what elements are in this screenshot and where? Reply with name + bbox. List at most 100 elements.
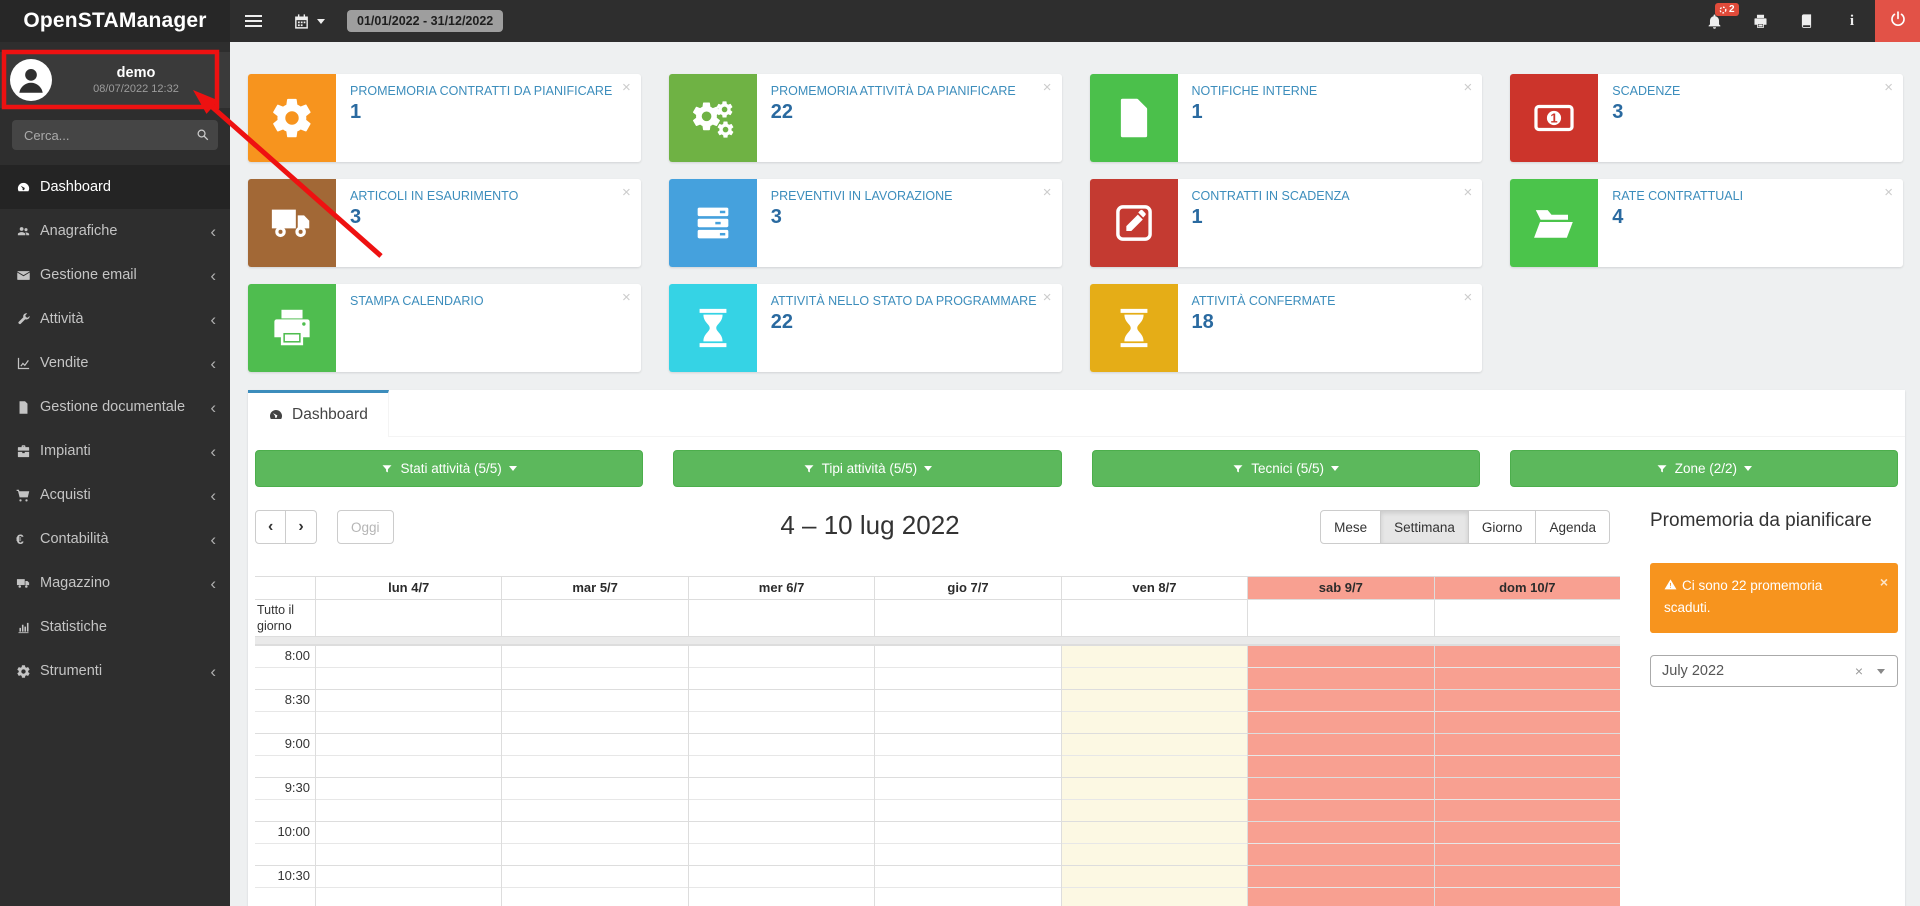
calendar-today-button[interactable]: Oggi	[337, 510, 394, 544]
app-logo[interactable]: OpenSTAManager	[0, 0, 230, 42]
widget-attivita-da-programmare[interactable]: ATTIVITÀ NELLO STATO DA PROGRAMMARE 22 ×	[668, 284, 1062, 372]
day-header-weekend[interactable]: sab 9/7	[1247, 577, 1434, 599]
day-header[interactable]: lun 4/7	[315, 577, 502, 599]
close-icon[interactable]: ×	[1463, 184, 1473, 201]
close-icon[interactable]: ×	[1884, 184, 1893, 201]
calendar-next-button[interactable]: ›	[286, 510, 317, 544]
expired-reminders-alert: Ci sono 22 promemoria scaduti. ×	[1650, 563, 1898, 633]
widget-stampa-calendario[interactable]: STAMPA CALENDARIO ×	[248, 284, 641, 372]
view-day-button[interactable]: Giorno	[1468, 510, 1537, 544]
truck-icon	[16, 576, 40, 591]
close-icon[interactable]: ×	[1879, 574, 1888, 590]
all-day-cell[interactable]	[874, 600, 1061, 637]
close-icon[interactable]: ×	[1042, 79, 1052, 96]
date-range-badge[interactable]: 01/01/2022 - 31/12/2022	[347, 10, 504, 32]
last-login-timestamp: 08/07/2022 12:32	[93, 83, 179, 95]
view-month-button[interactable]: Mese	[1320, 510, 1382, 544]
sidebar-item-vendite[interactable]: Vendite ‹	[0, 341, 230, 385]
sidebar-item-magazzino[interactable]: Magazzino ‹	[0, 561, 230, 605]
sidebar-item-statistiche[interactable]: Statistiche	[0, 605, 230, 649]
sidebar-item-strumenti[interactable]: Strumenti ‹	[0, 649, 230, 693]
close-icon[interactable]: ×	[621, 289, 631, 306]
sidebar-item-attivita[interactable]: Attività ‹	[0, 297, 230, 341]
warning-icon	[1664, 579, 1677, 590]
widget-contratti-scadenza[interactable]: CONTRATTI IN SCADENZA 1 ×	[1089, 179, 1483, 267]
day-column-weekend[interactable]	[1247, 645, 1434, 906]
day-header[interactable]: gio 7/7	[874, 577, 1061, 599]
document-icon	[16, 400, 40, 415]
clear-icon[interactable]: ×	[1854, 663, 1863, 679]
sidebar-menu: Dashboard Anagrafiche ‹ Gestione email ‹…	[0, 165, 230, 693]
widget-preventivi-lavorazione[interactable]: PREVENTIVI IN LAVORAZIONE 3 ×	[668, 179, 1062, 267]
period-calendar-dropdown[interactable]	[290, 10, 325, 32]
bar-chart-icon	[16, 620, 40, 635]
widget-rate-contrattuali[interactable]: RATE CONTRATTUALI 4 ×	[1510, 179, 1903, 267]
filter-tipi-attivita[interactable]: Tipi attività (5/5)	[673, 450, 1062, 487]
time-grid: 8:00 8:30 9:00 9:30 10:00 10:30	[255, 645, 1620, 906]
logout-button[interactable]	[1875, 0, 1920, 42]
widget-scadenze[interactable]: 1 SCADENZE 3 ×	[1510, 74, 1903, 162]
time-axis: 8:00 8:30 9:00 9:30 10:00 10:30	[255, 645, 315, 906]
widget-articoli-esaurimento[interactable]: ARTICOLI IN ESAURIMENTO 3 ×	[248, 179, 641, 267]
chevron-down-icon	[1331, 466, 1340, 471]
widget-attivita-confermate[interactable]: ATTIVITÀ CONFERMATE 18 ×	[1089, 284, 1483, 372]
all-day-cell[interactable]	[1247, 600, 1434, 637]
filter-stati-attivita[interactable]: Stati attività (5/5)	[255, 450, 644, 487]
bell-icon	[1703, 10, 1725, 32]
widget-notifiche-interne[interactable]: NOTIFICHE INTERNE 1 ×	[1089, 74, 1483, 162]
all-day-cell[interactable]	[687, 600, 875, 637]
calendar-prev-button[interactable]: ‹	[255, 510, 287, 544]
user-panel[interactable]: demo 08/07/2022 12:32	[0, 52, 230, 108]
day-column[interactable]	[315, 645, 502, 906]
close-icon[interactable]: ×	[621, 79, 631, 96]
tab-dashboard[interactable]: Dashboard	[248, 390, 389, 437]
close-icon[interactable]: ×	[1463, 289, 1473, 306]
sidebar-item-dashboard[interactable]: Dashboard	[0, 165, 230, 209]
server-icon	[668, 179, 757, 267]
svg-text:1: 1	[1551, 111, 1558, 126]
day-header-today[interactable]: ven 8/7	[1060, 577, 1248, 599]
view-week-button[interactable]: Settimana	[1381, 510, 1469, 544]
docs-button[interactable]	[1783, 0, 1829, 42]
month-select[interactable]: July 2022 ×	[1650, 655, 1898, 687]
day-header[interactable]: mer 6/7	[687, 577, 875, 599]
close-icon[interactable]: ×	[1884, 79, 1893, 96]
sidebar-item-impianti[interactable]: Impianti ‹	[0, 429, 230, 473]
print-button[interactable]	[1737, 0, 1783, 42]
day-column[interactable]	[501, 645, 688, 906]
view-agenda-button[interactable]: Agenda	[1536, 510, 1610, 544]
all-day-cell[interactable]	[315, 600, 502, 637]
username: demo	[116, 65, 156, 81]
sidebar-toggle-button[interactable]	[230, 0, 276, 42]
sidebar-item-gestione-email[interactable]: Gestione email ‹	[0, 253, 230, 297]
day-column-today[interactable]	[1060, 645, 1248, 906]
all-day-cell[interactable]	[1060, 600, 1248, 637]
printer-icon	[1749, 10, 1771, 32]
sidebar-item-acquisti[interactable]: Acquisti ‹	[0, 473, 230, 517]
close-icon[interactable]: ×	[1042, 289, 1052, 306]
sidebar-item-anagrafiche[interactable]: Anagrafiche ‹	[0, 209, 230, 253]
close-icon[interactable]: ×	[1463, 79, 1473, 96]
search-input[interactable]	[12, 120, 218, 150]
info-button[interactable]: i	[1829, 0, 1875, 42]
users-icon	[16, 224, 40, 239]
day-header-weekend[interactable]: dom 10/7	[1433, 577, 1620, 599]
close-icon[interactable]: ×	[1042, 184, 1052, 201]
close-icon[interactable]: ×	[621, 184, 631, 201]
all-day-cell[interactable]	[501, 600, 688, 637]
day-column-weekend[interactable]	[1433, 645, 1620, 906]
day-column[interactable]	[687, 645, 875, 906]
chevron-down-icon	[1744, 466, 1753, 471]
all-day-cell[interactable]	[1433, 600, 1620, 637]
filter-zone[interactable]: Zone (2/2)	[1509, 450, 1898, 487]
widget-promemoria-attivita[interactable]: PROMEMORIA ATTIVITÀ DA PIANIFICARE 22 ×	[668, 74, 1062, 162]
day-header[interactable]: mar 5/7	[501, 577, 688, 599]
search-icon[interactable]	[195, 127, 210, 147]
filter-tecnici[interactable]: Tecnici (5/5)	[1091, 450, 1480, 487]
widget-promemoria-contratti[interactable]: PROMEMORIA CONTRATTI DA PIANIFICARE 1 ×	[248, 74, 641, 162]
notifications-button[interactable]: 2	[1691, 0, 1739, 42]
calendar-title: 4 – 10 lug 2022	[780, 510, 960, 540]
sidebar-item-gestione-documentale[interactable]: Gestione documentale ‹	[0, 385, 230, 429]
sidebar-item-contabilita[interactable]: € Contabilità ‹	[16, 529, 216, 549]
day-column[interactable]	[874, 645, 1061, 906]
